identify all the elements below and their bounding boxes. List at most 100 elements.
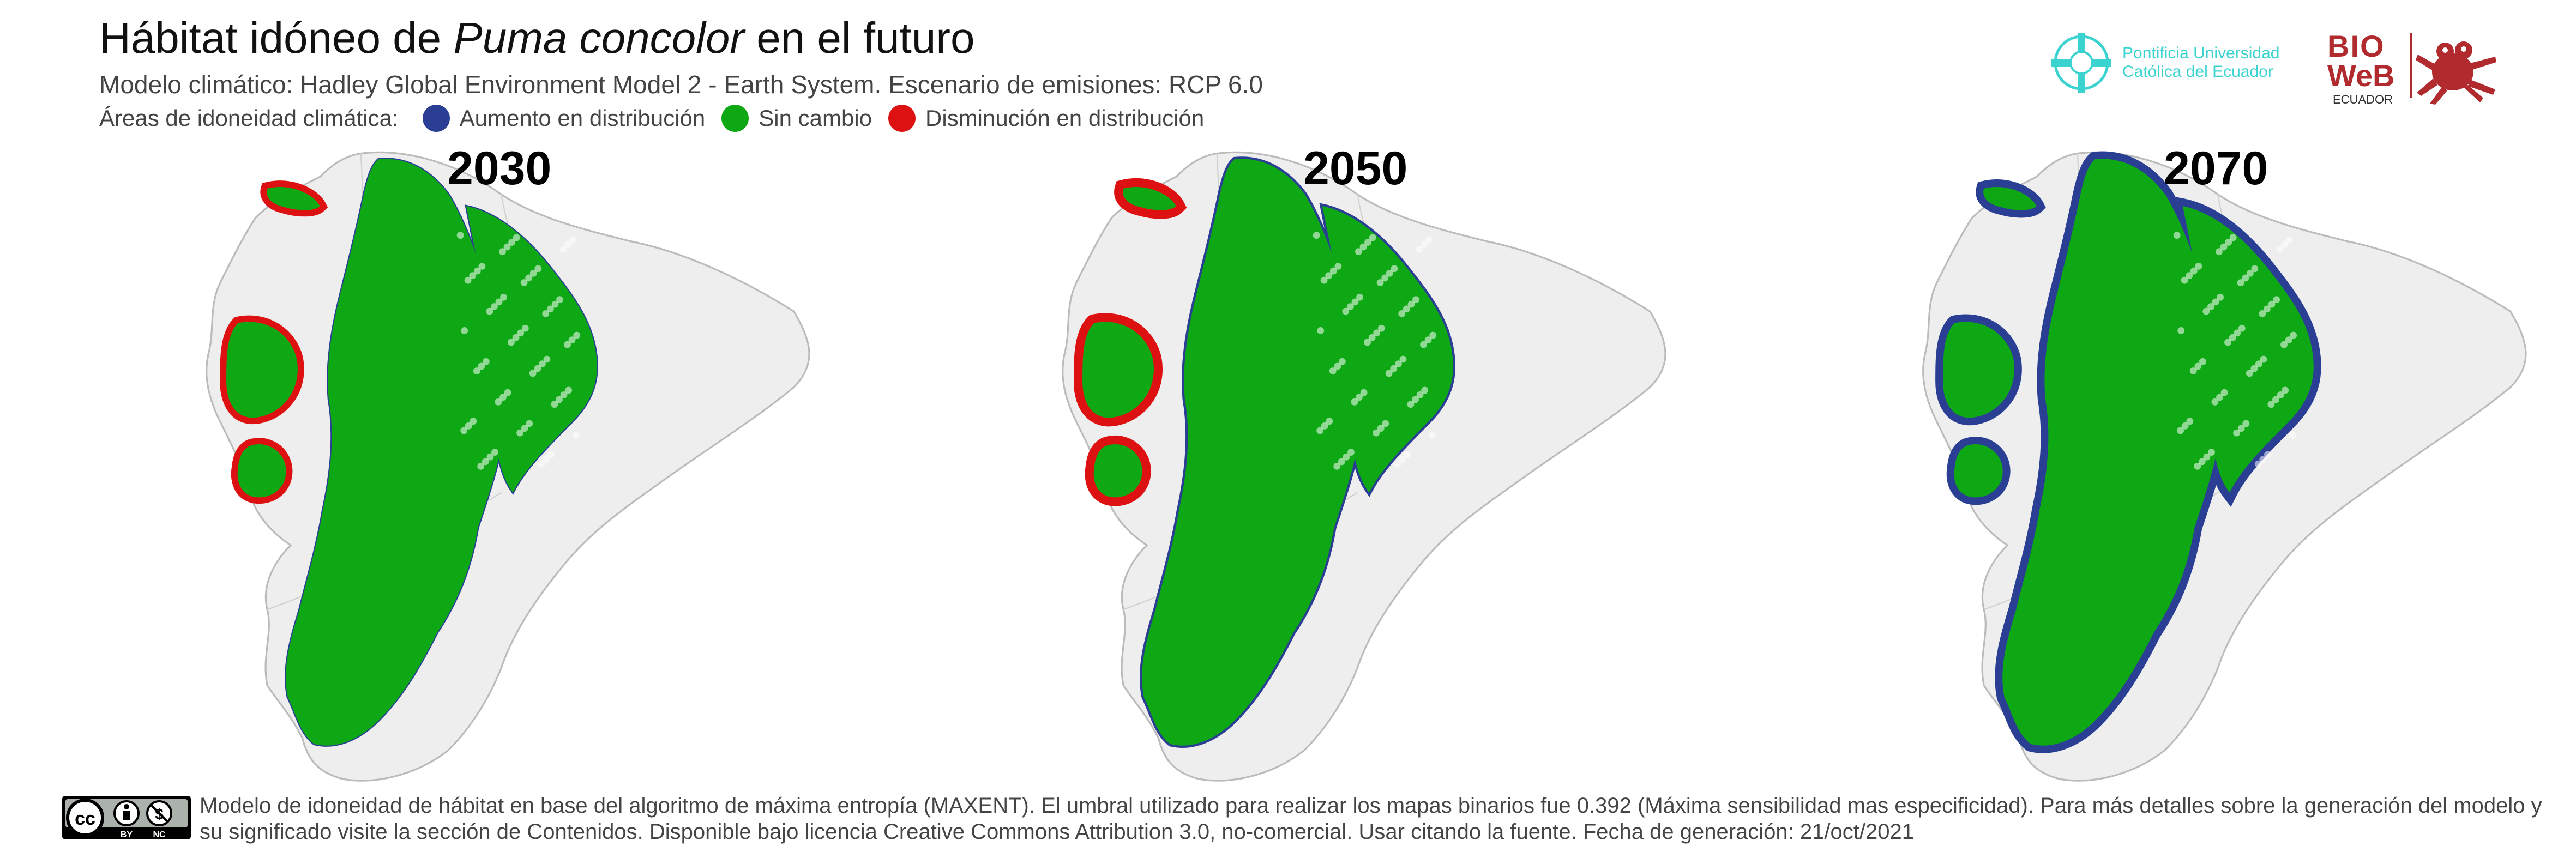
habitat-gap: [556, 296, 563, 304]
habitat-gap: [547, 451, 555, 458]
habitat-gap: [2272, 396, 2279, 403]
habitat-gap: [568, 336, 576, 344]
habitat-gap: [1356, 394, 1363, 401]
habitat-gap: [556, 396, 563, 403]
habitat-gap: [2211, 398, 2219, 406]
no-change-area: [2002, 159, 2225, 746]
habitat-gap: [2281, 241, 2288, 249]
habitat-gap: [1333, 462, 1341, 470]
habitat-gap: [1421, 241, 1428, 249]
habitat-gap: [543, 456, 550, 463]
title-prefix: Hábitat idóneo de: [99, 14, 454, 62]
puce-name-line1: Pontificia Universidad: [2122, 44, 2280, 62]
habitat-gap: [500, 293, 507, 301]
habitat-gap: [2237, 279, 2244, 286]
habitat-gap: [508, 239, 516, 246]
habitat-gap: [2268, 300, 2276, 308]
habitat-gap: [2259, 310, 2266, 317]
habitat-gap: [1368, 334, 1376, 341]
habitat-gap: [2203, 453, 2211, 461]
svg-text:NC: NC: [153, 830, 166, 839]
habitat-gap: [1425, 236, 1433, 244]
habitat-gap: [1391, 265, 1398, 273]
habitat-gap: [516, 429, 524, 437]
habitat-gap: [2289, 432, 2297, 439]
habitat-gap: [513, 234, 520, 241]
habitat-gap: [1421, 386, 1429, 394]
habitat-gap: [1429, 331, 1437, 339]
puce-logo[interactable]: Pontificia Universidad Católica del Ecua…: [2049, 31, 2279, 95]
habitat-gap: [490, 303, 498, 310]
habitat-gap: [2285, 236, 2293, 244]
habitat-gap: [2229, 234, 2237, 241]
no-change-area: [1943, 322, 2014, 418]
legend-item-increase: Aumento en distribución: [422, 105, 705, 132]
habitat-gap: [2238, 324, 2246, 332]
habitat-gap: [2237, 425, 2245, 432]
puce-name-line2: Católica del Ecuador: [2122, 63, 2273, 81]
habitat-gap: [2254, 460, 2262, 468]
no-change-area: [1093, 444, 1142, 498]
habitat-gap: [2234, 329, 2241, 337]
habitat-gap: [546, 305, 554, 313]
habitat-gap: [486, 453, 494, 461]
habitat-gap: [1313, 232, 1320, 239]
habitat-gap: [1360, 389, 1368, 396]
habitat-gap: [1404, 451, 1411, 458]
habitat-gap: [478, 362, 485, 370]
habitat-gap: [1320, 276, 1328, 284]
habitat-gap: [2220, 389, 2228, 396]
habitat-gap: [551, 300, 559, 308]
habitat-gap: [469, 272, 477, 280]
legend-item-label: Disminución en distribución: [925, 105, 1205, 131]
no-change-area: [1142, 159, 1365, 746]
habitat-gap: [1420, 341, 1427, 348]
habitat-gap: [499, 394, 507, 401]
habitat-gap: [1369, 234, 1376, 241]
habitat-gap: [529, 269, 537, 277]
habitat-gap: [2194, 462, 2201, 470]
habitat-gap: [1416, 391, 1424, 398]
bioweb-sub-text: ECUADOR: [2333, 93, 2393, 106]
habitat-gap: [1394, 360, 1402, 368]
ecuador-habitat-map: [206, 151, 810, 782]
habitat-gap: [508, 339, 515, 346]
year-label: 2050: [1303, 142, 1408, 195]
habitat-gap: [1386, 269, 1393, 277]
habitat-gap: [526, 420, 533, 427]
habitat-gap: [504, 389, 511, 396]
habitat-gap: [2250, 365, 2258, 372]
habitat-gap: [1412, 296, 1419, 304]
no-change-area: [2182, 206, 2314, 493]
habitat-gap: [2263, 305, 2271, 313]
no-change-area: [1123, 186, 1176, 210]
habitat-gap: [520, 279, 528, 286]
habitat-gap: [1342, 307, 1350, 315]
habitat-gap: [1338, 358, 1346, 365]
habitat-gap: [2224, 339, 2231, 346]
habitat-gap: [542, 310, 550, 317]
habitat-gap: [1334, 263, 1342, 270]
habitat-gap: [2198, 458, 2206, 466]
no-change-area: [466, 206, 597, 493]
habitat-gap: [470, 418, 477, 425]
habitat-gap: [2220, 243, 2228, 251]
habitat-gap: [551, 401, 558, 408]
footer-text: Modelo de idoneidad de hábitat en base d…: [200, 794, 2542, 844]
cc-by-nc-license-icon[interactable]: cc $ BY NC: [61, 795, 192, 841]
habitat-gap: [2208, 449, 2215, 456]
habitat-gap: [573, 331, 581, 339]
habitat-gap: [1351, 298, 1359, 306]
habitat-gap: [1347, 449, 1355, 456]
habitat-gap: [2215, 248, 2223, 256]
habitat-gap: [1394, 460, 1401, 468]
habitat-gap: [2177, 427, 2184, 434]
habitat-gap: [1416, 245, 1423, 253]
habitat-gap: [473, 367, 480, 374]
habitat-gap: [2207, 303, 2214, 310]
habitat-gap: [1326, 418, 1333, 425]
map-panel-2030: 2030: [125, 142, 889, 785]
bioweb-logo[interactable]: BIO WeB ECUADOR: [2327, 28, 2502, 106]
map-subtitle: Modelo climático: Hadley Global Environm…: [99, 70, 1263, 99]
habitat-gap: [1359, 243, 1367, 251]
